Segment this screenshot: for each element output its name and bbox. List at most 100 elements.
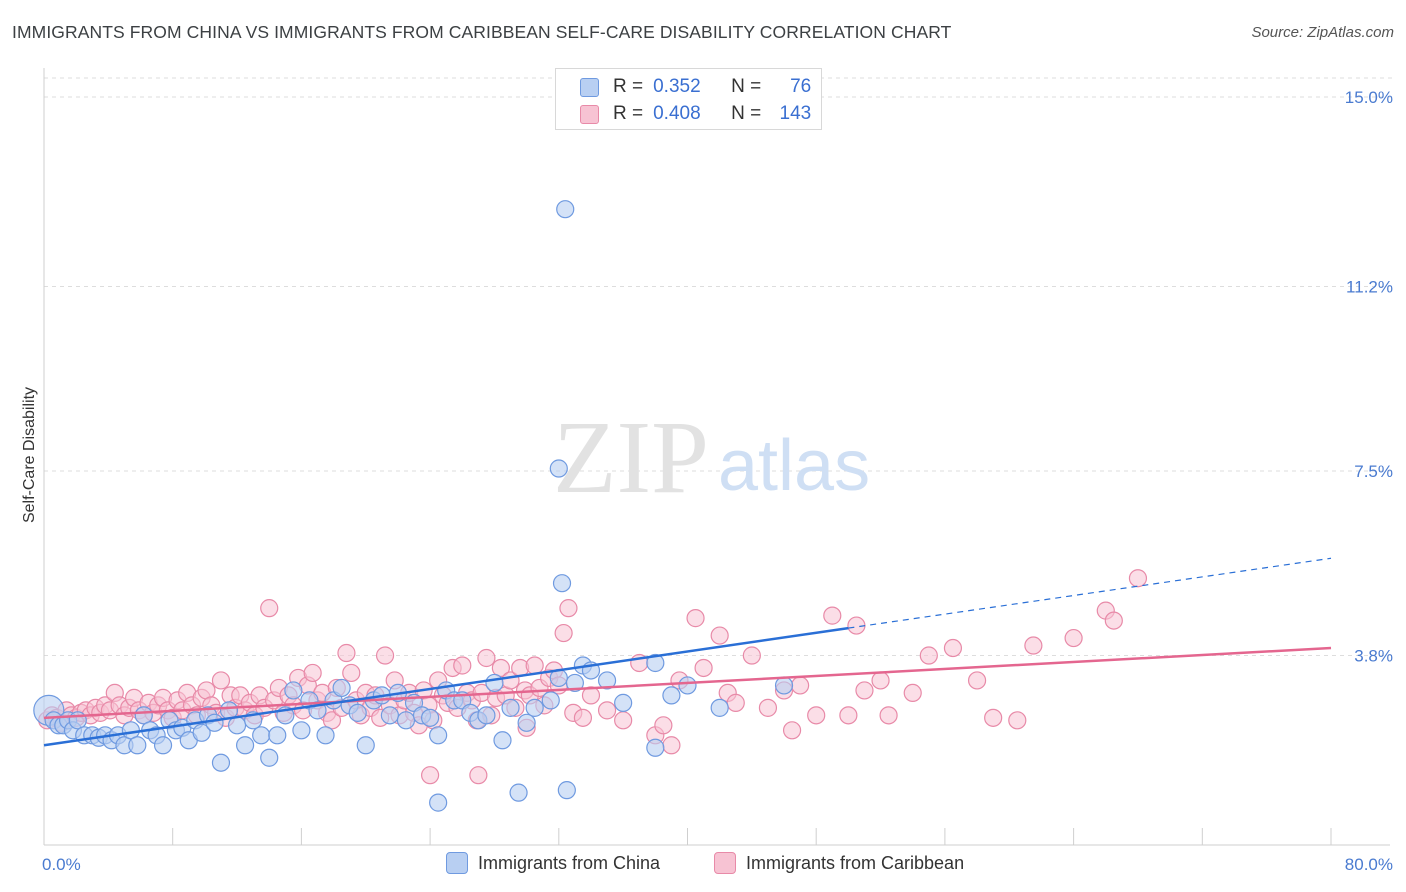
china-point (235, 736, 255, 755)
caribbean-point (694, 658, 713, 678)
china-point (662, 686, 681, 705)
china-point (205, 713, 224, 732)
caribbean-point (686, 609, 705, 628)
china-swatch-icon (580, 77, 599, 97)
caribbean-point (453, 656, 472, 675)
caribbean-point (823, 606, 842, 625)
china-point (549, 459, 568, 478)
caribbean-point (491, 658, 510, 678)
china-point (509, 783, 528, 802)
china-point (597, 671, 617, 690)
caribbean-swatch-icon (580, 104, 599, 124)
caribbean-trend-line (43, 646, 1332, 720)
china-point (348, 703, 367, 722)
caribbean-legend-label: Immigrants from Caribbean (746, 852, 965, 873)
caribbean-point (1008, 711, 1027, 730)
correlation-legend: R = 0.352 N = 76 R = 0.408 N = 143 (555, 68, 822, 130)
bottom-legend-china: Immigrants from China (446, 852, 660, 874)
caribbean-point (879, 706, 898, 725)
china-point (710, 698, 729, 717)
caribbean-point (1024, 636, 1043, 655)
watermark-atlas: atlas (718, 426, 870, 506)
tick-labels: 3.8% 7.5% 11.2% 15.0% 0.0% 80.0% (42, 88, 1393, 874)
china-point (380, 706, 399, 725)
caribbean-point (967, 671, 987, 690)
china-point (552, 574, 572, 593)
china-point (556, 200, 575, 219)
china-point (211, 753, 231, 772)
caribbean-point (662, 736, 681, 755)
watermark-zip: ZIP (553, 400, 709, 515)
china-point (252, 726, 271, 745)
china-point (429, 793, 448, 812)
china-point (421, 708, 440, 727)
caribbean-n-label: N = (731, 103, 762, 124)
caribbean-point (469, 766, 488, 785)
china-point (501, 698, 520, 717)
caribbean-point (758, 698, 778, 717)
china-point (292, 721, 311, 740)
y-axis-label: Self-Care Disability (21, 387, 38, 523)
caribbean-point (984, 708, 1003, 727)
china-point (429, 726, 448, 745)
caribbean-point (1064, 628, 1083, 648)
caribbean-point (726, 693, 745, 712)
caribbean-point (477, 648, 496, 668)
y-tick-label: 11.2% (1346, 277, 1393, 296)
caribbean-point (742, 646, 761, 665)
caribbean-point (654, 716, 673, 735)
caribbean-point (260, 599, 279, 618)
china-n-label: N = (731, 76, 762, 97)
china-r-value: 0.352 (653, 76, 701, 97)
chart-title: IMMIGRANTS FROM CHINA VS IMMIGRANTS FROM… (12, 22, 952, 42)
china-trend-line (43, 626, 849, 747)
caribbean-point (421, 766, 440, 785)
china-legend-label: Immigrants from China (478, 852, 661, 873)
china-point (227, 716, 247, 735)
caribbean-point (903, 683, 922, 703)
caribbean-point (342, 663, 361, 683)
china-point (260, 748, 279, 767)
china-point (565, 673, 584, 693)
china-point (525, 698, 544, 717)
caribbean-point (855, 681, 874, 700)
china-point (477, 706, 496, 725)
y-tick-label: 3.8% (1354, 647, 1393, 666)
caribbean-point (581, 686, 601, 705)
china-point (678, 676, 697, 695)
caribbean-point (573, 708, 593, 727)
caribbean-point (871, 671, 890, 690)
caribbean-point (1104, 611, 1123, 630)
grid-lines (44, 77, 1395, 657)
caribbean-point (554, 623, 573, 643)
china-point (774, 676, 794, 695)
china-point (268, 726, 287, 745)
china-legend-swatch-icon (446, 852, 468, 874)
caribbean-point (597, 701, 617, 720)
x-tick-label: 80.0% (1345, 855, 1393, 874)
china-point (284, 681, 303, 700)
caribbean-point (337, 643, 356, 663)
china-point (396, 711, 416, 730)
series-china-points (33, 200, 794, 812)
caribbean-point (919, 646, 938, 665)
china-point (517, 713, 536, 732)
source-label: Source: ZipAtlas.com (1251, 24, 1394, 41)
china-point (646, 738, 665, 757)
caribbean-point (614, 711, 633, 730)
caribbean-point (782, 721, 802, 740)
caribbean-r-value: 0.408 (653, 103, 701, 124)
caribbean-legend-swatch-icon (714, 852, 736, 874)
caribbean-point (375, 646, 395, 665)
china-point (316, 726, 335, 745)
caribbean-point (807, 706, 826, 725)
x-tick-label: 0.0% (42, 855, 81, 874)
china-point (332, 678, 351, 698)
caribbean-r-label: R = (613, 103, 644, 124)
china-trend-extension (848, 557, 1332, 629)
china-point (493, 731, 512, 750)
axes (43, 68, 1390, 846)
caribbean-point (1128, 569, 1148, 588)
y-tick-label: 7.5% (1354, 462, 1393, 481)
